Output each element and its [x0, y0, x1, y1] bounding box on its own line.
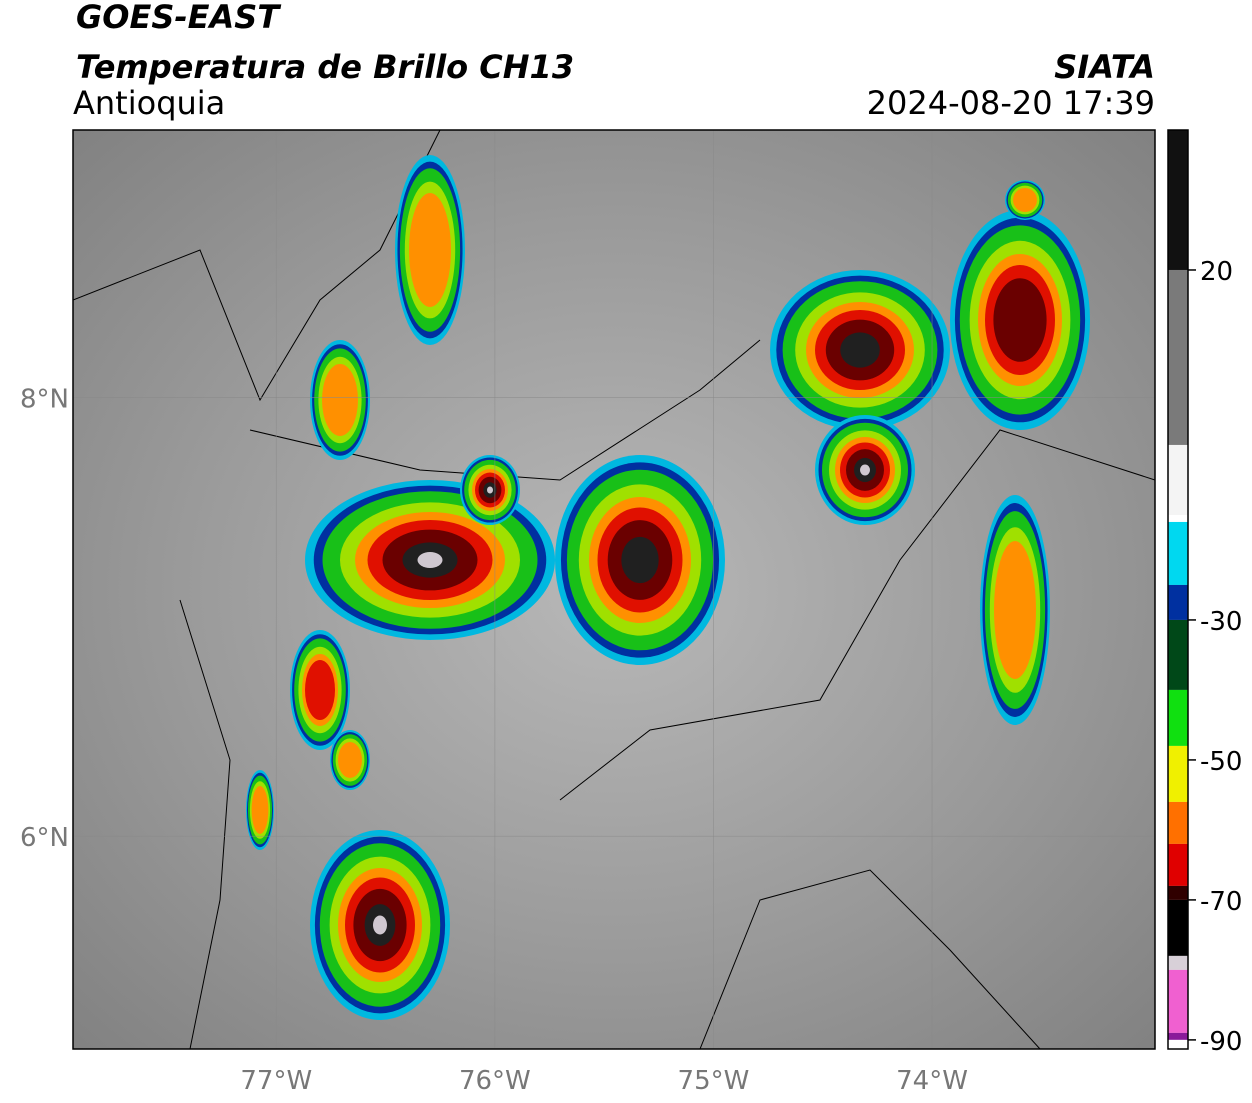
storm-cell [993, 278, 1047, 362]
x-tick-label: 76°W [459, 1066, 531, 1096]
colorbar-segment [1168, 1032, 1188, 1040]
map-frame [72, 129, 1156, 1050]
colorbar-segment [1168, 885, 1188, 900]
y-tick-label: 6°N [20, 823, 69, 853]
x-tick-label: 77°W [240, 1066, 312, 1096]
colorbar-segment [1168, 899, 1188, 956]
storm-cell [487, 486, 493, 494]
colorbar-segment [1168, 955, 1188, 970]
storm-cell [994, 541, 1036, 679]
storm-cell [840, 332, 880, 368]
colorbar-frame [1167, 129, 1189, 1050]
storm-cell [860, 464, 870, 476]
storm-cell [373, 915, 387, 935]
colorbar-segment [1168, 521, 1188, 585]
border [249, 339, 761, 481]
colorbar-segment [1168, 843, 1188, 886]
colorbar-segment [1168, 619, 1188, 690]
colorbar-segment [1168, 444, 1188, 515]
datetime: 2024-08-20 17:39 [867, 84, 1155, 122]
coastline [179, 599, 231, 1049]
border [73, 130, 441, 402]
colorbar-segment [1168, 689, 1188, 746]
colorbar-segment [1168, 745, 1188, 802]
colorbar-segment [1168, 584, 1188, 620]
colorbar-segment [1168, 801, 1188, 844]
colorbar-tick-label: 20 [1200, 257, 1233, 287]
source: SIATA [1054, 48, 1155, 86]
storm-cell [305, 660, 335, 720]
colorbar-tick-label: -30 [1200, 607, 1242, 637]
colorbar-segment [1168, 269, 1188, 445]
subtitle: Temperatura de Brillo CH13 [76, 48, 574, 86]
x-tick-label: 74°W [896, 1066, 968, 1096]
storm-cell [322, 364, 358, 436]
colorbar-segment [1168, 969, 1188, 1033]
storm-cell [251, 786, 269, 834]
colorbar-tick-label: -50 [1200, 747, 1242, 777]
storm-cell [621, 536, 659, 584]
border [699, 869, 1041, 1049]
x-tick-label: 75°W [678, 1066, 750, 1096]
colorbar-tick-label: -90 [1200, 1027, 1242, 1057]
storm-cell [417, 552, 443, 568]
map [73, 130, 1155, 1049]
colorbar-segment [1168, 1039, 1188, 1049]
region: Antioquia [73, 84, 225, 122]
y-tick-label: 8°N [20, 385, 69, 415]
storm-cell [409, 193, 451, 307]
storm-cell [338, 742, 362, 778]
title: GOES-EAST [76, 0, 281, 36]
colorbar-segment [1168, 130, 1188, 270]
colorbar-tick-label: -70 [1200, 887, 1242, 917]
storm-cell [1013, 188, 1037, 212]
colorbar-segment [1168, 514, 1188, 522]
border [559, 429, 1155, 801]
colorbar [1168, 130, 1188, 1049]
